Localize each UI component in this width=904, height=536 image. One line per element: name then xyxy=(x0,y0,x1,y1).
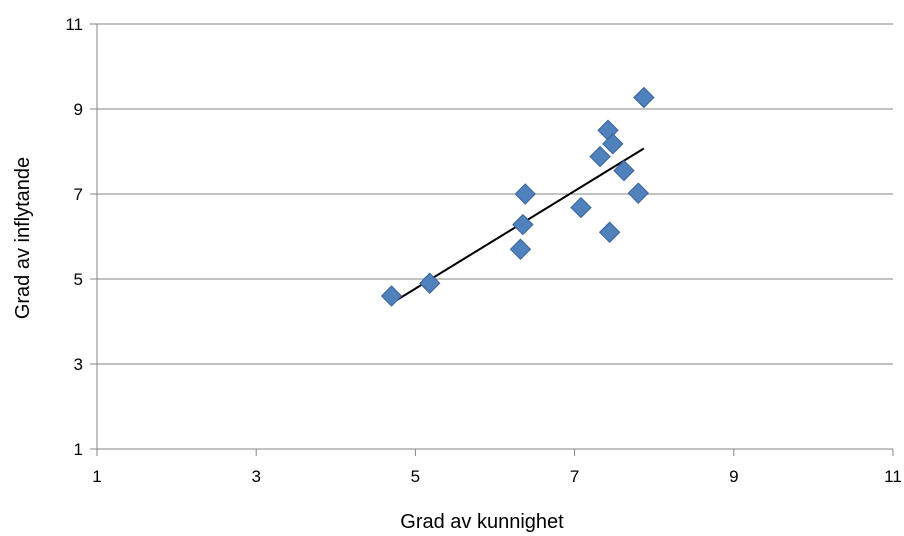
x-tick-label: 5 xyxy=(411,467,420,486)
data-point xyxy=(509,238,532,260)
x-axis-title: Grad av kunnighet xyxy=(400,511,564,533)
data-point xyxy=(419,272,441,294)
data-point xyxy=(613,159,635,182)
data-point xyxy=(627,182,649,204)
y-tick-label: 5 xyxy=(74,270,83,289)
data-point xyxy=(512,213,534,236)
y-axis-title: Grad av inflytande xyxy=(12,157,34,319)
data-point xyxy=(589,145,611,168)
data-points xyxy=(380,86,655,307)
x-tick-label: 11 xyxy=(884,467,902,486)
x-tick-label: 7 xyxy=(570,467,579,486)
y-tick-label: 1 xyxy=(74,440,83,459)
y-tick-label: 11 xyxy=(65,15,83,34)
y-tick-label: 3 xyxy=(74,355,83,374)
x-tick-label: 9 xyxy=(729,467,738,486)
data-point xyxy=(633,86,655,109)
y-tick-label: 9 xyxy=(74,100,83,119)
data-point xyxy=(380,285,403,307)
data-point xyxy=(514,183,536,205)
grid-lines xyxy=(97,23,893,365)
x-tick-label: 1 xyxy=(92,467,101,486)
data-point xyxy=(570,196,592,219)
data-point xyxy=(598,221,621,243)
axes xyxy=(90,23,894,456)
data-point xyxy=(602,133,624,155)
y-tick-label: 7 xyxy=(74,185,83,204)
x-tick-label: 3 xyxy=(251,467,260,486)
